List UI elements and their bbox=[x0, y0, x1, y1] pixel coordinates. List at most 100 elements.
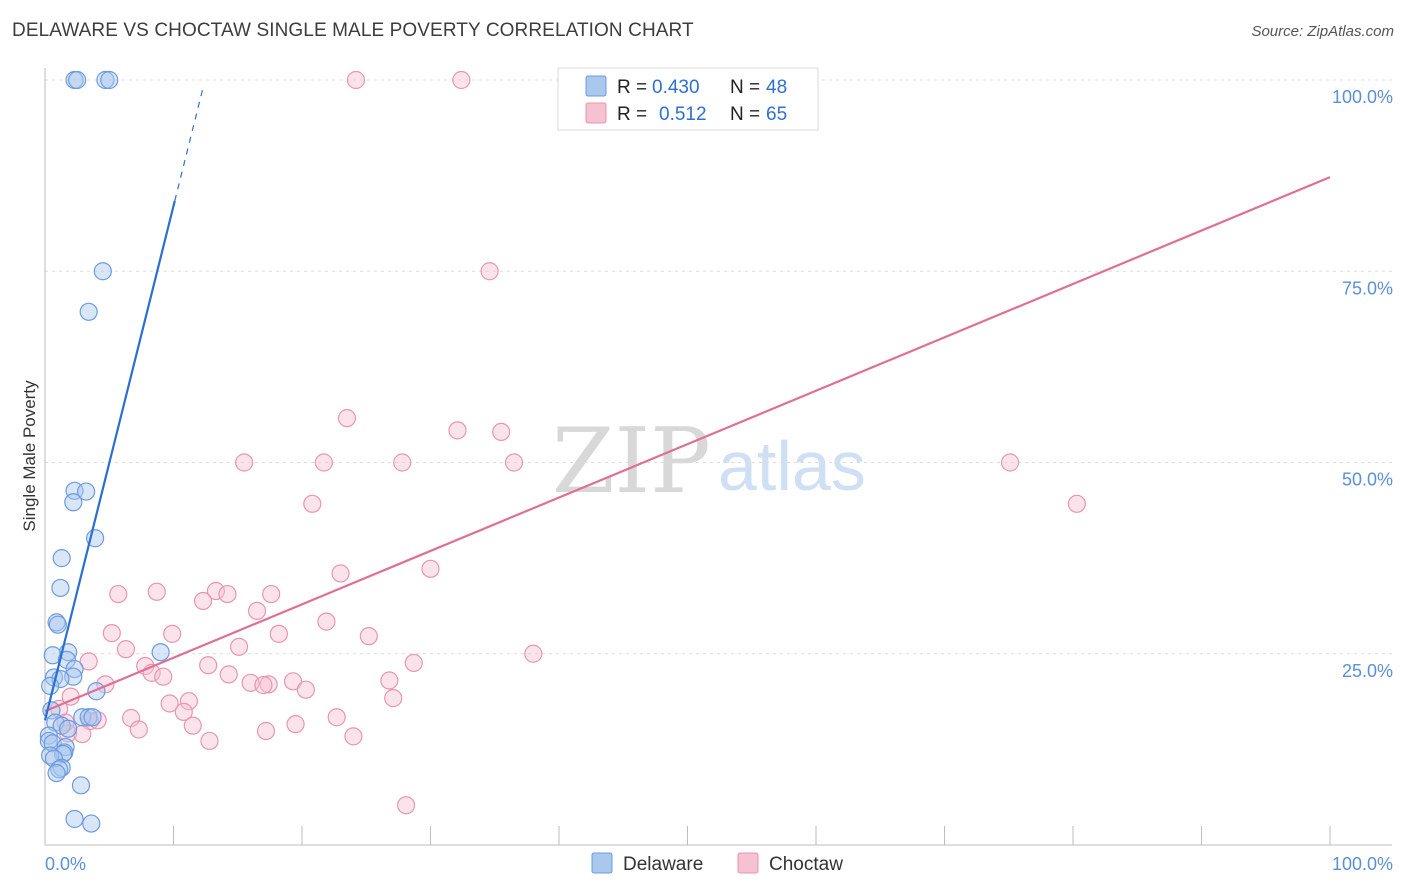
choctaw-point-5 bbox=[448, 421, 467, 440]
delaware-point-1 bbox=[68, 70, 87, 90]
delaware-point-3 bbox=[100, 70, 119, 90]
choctaw-point-16 bbox=[206, 581, 226, 601]
y-tick-labels: 25.0% 50.0% 75.0% 100.0% bbox=[1332, 87, 1393, 681]
choctaw-point-34 bbox=[404, 653, 423, 673]
choctaw-point-46 bbox=[179, 692, 199, 711]
choctaw-point-33 bbox=[199, 656, 218, 675]
choctaw-point-27 bbox=[359, 627, 378, 646]
choctaw-point-21 bbox=[193, 591, 213, 611]
choctaw-point-43 bbox=[296, 680, 315, 699]
choctaw-point-24 bbox=[102, 623, 121, 643]
watermark: ZIP atlas bbox=[552, 409, 866, 514]
choctaw-point-37 bbox=[154, 667, 173, 686]
choctaw-point-62 bbox=[344, 727, 363, 746]
delaware-point-43 bbox=[65, 809, 84, 829]
choctaw-point-50 bbox=[174, 702, 193, 721]
legend-n-label-choctaw: N = bbox=[730, 104, 760, 125]
delaware-point-2 bbox=[96, 70, 115, 90]
gridlines bbox=[45, 79, 1392, 655]
legend-n-value-delaware: 48 bbox=[766, 77, 787, 98]
bottom-legend-swatch-delaware bbox=[591, 852, 613, 874]
legend-n-label-delaware: N = bbox=[730, 77, 760, 98]
delaware-point-41 bbox=[47, 763, 66, 783]
choctaw-point-20 bbox=[262, 584, 281, 604]
choctaw-point-48 bbox=[384, 689, 403, 708]
delaware-point-7 bbox=[77, 482, 96, 501]
choctaw-point-39 bbox=[259, 675, 278, 694]
y-tick-label-0: 25.0% bbox=[1342, 661, 1393, 681]
choctaw-point-17 bbox=[147, 582, 166, 601]
choctaw-point-10 bbox=[504, 453, 524, 472]
y-tick-label-3: 100.0% bbox=[1332, 87, 1393, 107]
choctaw-point-59 bbox=[256, 721, 276, 741]
choctaw-point-13 bbox=[1067, 494, 1086, 513]
choctaw-series bbox=[50, 70, 1086, 815]
choctaw-point-4 bbox=[337, 409, 357, 428]
delaware-point-4 bbox=[93, 262, 112, 281]
y-axis-label: Single Male Poverty bbox=[20, 380, 39, 532]
choctaw-point-3 bbox=[480, 262, 499, 281]
delaware-point-10 bbox=[52, 549, 71, 568]
choctaw-point-12 bbox=[303, 494, 322, 513]
series-legend: Delaware Choctaw bbox=[591, 852, 843, 875]
y-tick-label-1: 50.0% bbox=[1342, 470, 1393, 490]
choctaw-point-7 bbox=[235, 453, 254, 472]
choctaw-point-11 bbox=[1000, 453, 1020, 472]
watermark-zip: ZIP bbox=[552, 409, 711, 514]
delaware-point-13 bbox=[48, 615, 67, 634]
delaware-trend-line bbox=[43, 200, 176, 721]
delaware-point-44 bbox=[82, 814, 101, 833]
delaware-point-14 bbox=[151, 643, 170, 662]
choctaw-point-0 bbox=[346, 70, 366, 90]
legend-r-value-choctaw: 0.512 bbox=[659, 104, 707, 125]
watermark-atlas: atlas bbox=[718, 427, 866, 505]
delaware-point-42 bbox=[71, 776, 91, 795]
choctaw-trend-line bbox=[44, 176, 1331, 713]
choctaw-point-1 bbox=[452, 70, 471, 90]
bottom-legend-swatch-choctaw bbox=[737, 852, 759, 874]
legend-n-value-choctaw: 65 bbox=[766, 104, 787, 125]
x-tick-labels: 0.0% 100.0% bbox=[45, 854, 1393, 874]
choctaw-point-18 bbox=[218, 584, 237, 604]
correlation-legend: R = 0.430 N = 48 R = 0.512 N = 65 bbox=[557, 67, 819, 131]
source-credit: Source: ZipAtlas.com bbox=[1251, 23, 1394, 40]
delaware-trend-extension bbox=[174, 87, 204, 202]
delaware-point-8 bbox=[64, 493, 83, 512]
chart-title: DELAWARE VS CHOCTAW SINGLE MALE POVERTY … bbox=[12, 20, 694, 41]
bottom-legend-choctaw: Choctaw bbox=[769, 854, 843, 875]
choctaw-point-26 bbox=[269, 624, 288, 643]
delaware-point-27 bbox=[83, 708, 102, 727]
choctaw-point-47 bbox=[160, 694, 179, 713]
choctaw-point-52 bbox=[327, 708, 346, 727]
axes bbox=[44, 68, 1392, 846]
delaware-point-25 bbox=[73, 708, 92, 727]
legend-swatch-delaware bbox=[585, 75, 607, 97]
choctaw-point-57 bbox=[286, 715, 305, 734]
delaware-point-17 bbox=[57, 650, 76, 669]
delaware-point-30 bbox=[59, 719, 78, 738]
delaware-point-26 bbox=[79, 708, 98, 727]
choctaw-point-44 bbox=[254, 676, 273, 695]
legend-r-label-delaware: R = bbox=[617, 77, 647, 98]
legend-swatch-choctaw bbox=[585, 102, 607, 124]
choctaw-point-64 bbox=[396, 796, 416, 815]
choctaw-point-19 bbox=[109, 584, 128, 604]
delaware-series bbox=[39, 70, 170, 833]
choctaw-point-6 bbox=[492, 422, 511, 441]
delaware-point-5 bbox=[79, 302, 98, 321]
choctaw-point-30 bbox=[524, 644, 543, 663]
choctaw-point-15 bbox=[331, 564, 350, 583]
choctaw-point-25 bbox=[163, 624, 182, 643]
choctaw-point-40 bbox=[283, 672, 303, 691]
legend-r-value-delaware: 0.430 bbox=[652, 77, 700, 98]
x-tick-label-1: 100.0% bbox=[1332, 854, 1393, 874]
delaware-point-18 bbox=[65, 659, 84, 679]
legend-r-label-choctaw: R = bbox=[617, 104, 647, 125]
choctaw-point-22 bbox=[247, 601, 267, 621]
delaware-point-11 bbox=[51, 578, 70, 598]
choctaw-point-8 bbox=[314, 453, 333, 472]
choctaw-point-63 bbox=[200, 731, 219, 751]
choctaw-point-9 bbox=[393, 453, 412, 472]
trend-lines bbox=[43, 87, 1331, 721]
